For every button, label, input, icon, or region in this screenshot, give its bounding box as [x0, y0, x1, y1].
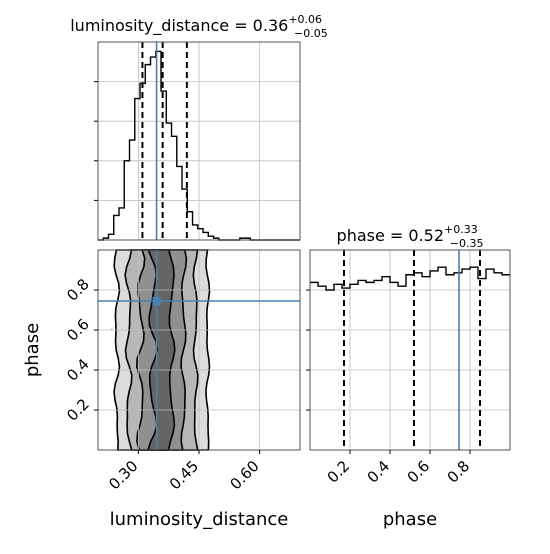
- ld-xtick-label-1: 0.45: [166, 457, 202, 493]
- ylabel-phase: phase: [22, 323, 43, 377]
- phase-histogram-title: phase = 0.52+0.33 −0.35: [337, 223, 484, 250]
- ld-title-main: luminosity_distance = 0.36: [70, 16, 288, 36]
- ld-histogram-axes: [97, 41, 301, 241]
- density-point: [110, 328, 113, 330]
- phase-xtick-label-0: 0.2: [324, 457, 354, 487]
- phase-ytick-label-1: 0.4: [63, 355, 93, 385]
- phase-title-sup: +0.33: [444, 223, 478, 236]
- ld-xtick-label-0: 0.30: [105, 457, 141, 493]
- xlabel-luminosity-distance: luminosity_distance: [110, 509, 289, 530]
- ld-title-sup: +0.06: [288, 13, 322, 26]
- phase-ytick-label-0: 0.2: [63, 395, 93, 425]
- phase-xtick-label-3: 0.8: [444, 457, 474, 487]
- ld-title-sub: −0.05: [294, 27, 328, 40]
- ld-xtick-label-2: 0.60: [226, 457, 262, 493]
- phase-ytick-label-3: 0.8: [63, 275, 93, 305]
- phase-title-main: phase = 0.52: [337, 226, 444, 245]
- ld-histogram-title: luminosity_distance = 0.36+0.06 −0.05: [70, 13, 328, 40]
- phase-histogram-axes: [309, 249, 511, 451]
- xlabel-phase: phase: [383, 509, 437, 530]
- ld-histogram-line: [98, 50, 300, 241]
- phase-ytick-label-2: 0.6: [63, 315, 93, 345]
- phase-xtick-label-2: 0.6: [404, 457, 434, 487]
- phase-xtick-label-1: 0.4: [364, 457, 394, 487]
- phase-title-sub: −0.35: [450, 237, 484, 250]
- phase-histogram-line: [310, 266, 510, 291]
- density-truth-marker: [152, 297, 161, 305]
